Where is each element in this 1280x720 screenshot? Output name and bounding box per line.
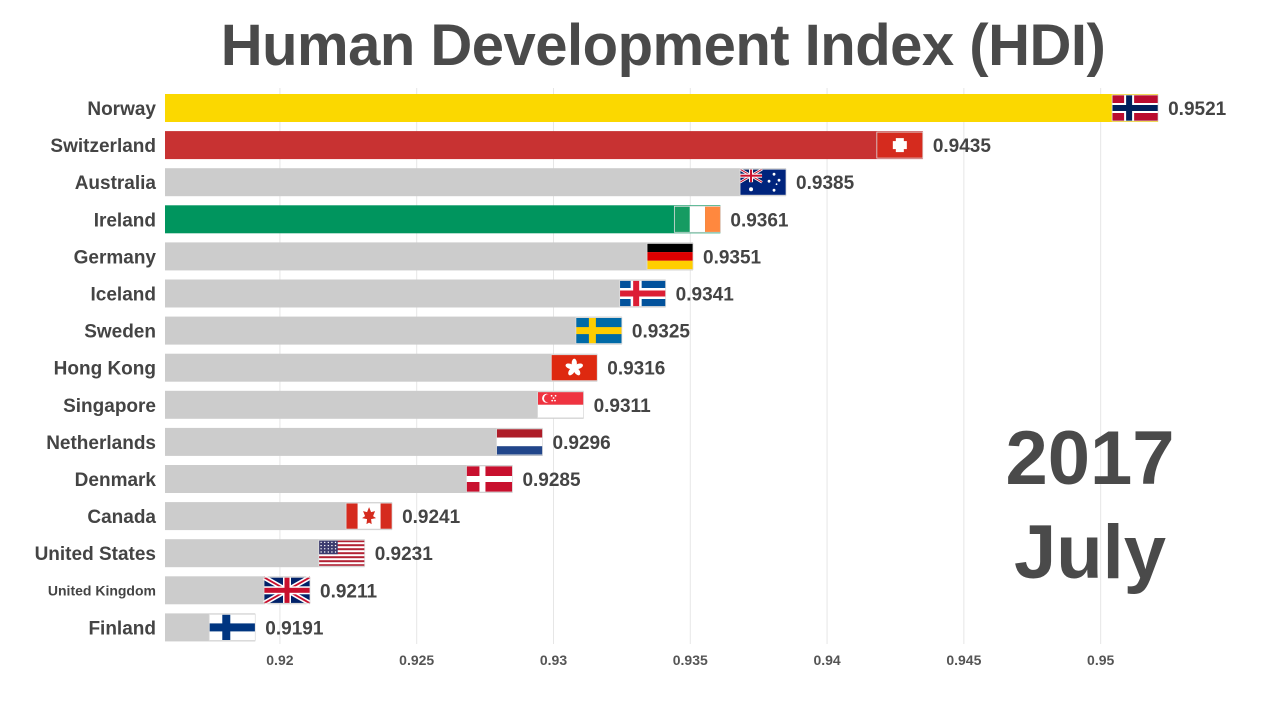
category-label: Finland <box>88 618 156 639</box>
bar <box>165 353 598 382</box>
united-states-flag-icon <box>318 539 366 567</box>
bar <box>165 427 543 456</box>
australia-flag-icon <box>739 168 787 196</box>
norway-flag-icon <box>1111 94 1159 122</box>
value-label: 0.9325 <box>632 322 691 343</box>
date-display: 2017 July <box>960 412 1220 600</box>
switzerland-flag-icon <box>876 131 924 159</box>
bar <box>165 94 1159 122</box>
bar <box>165 465 513 493</box>
category-label: Norway <box>87 99 156 120</box>
category-label: Denmark <box>75 470 157 491</box>
value-label: 0.9241 <box>402 507 461 528</box>
bar <box>165 131 923 160</box>
ireland-flag-icon <box>673 205 721 233</box>
bar <box>165 316 622 345</box>
category-label: Germany <box>74 247 157 268</box>
value-label: 0.9311 <box>594 396 651 417</box>
x-tick-label: 0.925 <box>399 652 434 668</box>
value-label: 0.9231 <box>375 544 434 565</box>
value-label: 0.9316 <box>607 359 665 380</box>
finland-flag-icon <box>208 614 256 641</box>
category-label: United Kingdom <box>48 582 156 598</box>
canada-flag-icon <box>345 502 393 530</box>
bar <box>165 390 584 419</box>
singapore-flag-icon <box>537 391 584 419</box>
value-labels: 0.9521 0.9435 0.9385 0.9361 0.9351 0.9341 0.93… <box>265 99 1226 639</box>
x-tick-label: 0.93 <box>540 652 567 668</box>
category-labels: Norway Switzerland Australia Ireland Germany… <box>35 99 157 639</box>
category-label: Singapore <box>63 396 156 417</box>
category-label: Iceland <box>91 285 156 306</box>
x-tick-label: 0.95 <box>1087 652 1114 668</box>
value-label: 0.9435 <box>933 136 992 157</box>
bar <box>165 279 666 308</box>
bars <box>165 94 1159 642</box>
x-tick-label: 0.945 <box>946 652 981 668</box>
category-label: Switzerland <box>50 136 156 157</box>
value-label: 0.9351 <box>703 247 762 268</box>
value-label: 0.9385 <box>796 173 855 194</box>
sweden-flag-icon <box>575 317 623 345</box>
hong-kong-flag-icon <box>550 354 598 382</box>
category-label: Ireland <box>94 210 156 231</box>
value-label: 0.9296 <box>553 433 611 454</box>
united-kingdom-flag-icon <box>262 575 312 606</box>
value-label: 0.9521 <box>1168 99 1227 120</box>
category-label: United States <box>35 544 156 565</box>
date-month: July <box>1013 510 1167 595</box>
bar <box>165 168 787 197</box>
x-tick-label: 0.94 <box>813 652 840 668</box>
category-label: Netherlands <box>46 433 156 454</box>
bar <box>165 242 694 271</box>
x-tick-label: 0.935 <box>673 652 708 668</box>
x-axis-ticks: 0.92 0.925 0.93 0.935 0.94 0.945 0.95 <box>266 652 1114 668</box>
category-label: Canada <box>87 507 156 528</box>
value-label: 0.9285 <box>522 470 581 491</box>
bar <box>165 205 721 234</box>
category-label: Australia <box>75 173 157 194</box>
value-label: 0.9341 <box>676 285 735 306</box>
category-label: Hong Kong <box>54 359 156 380</box>
date-year: 2017 <box>1005 416 1175 501</box>
chart-title: Human Development Index (HDI) <box>220 13 1106 78</box>
value-label: 0.9191 <box>265 618 324 639</box>
value-label: 0.9361 <box>730 210 789 231</box>
x-tick-label: 0.92 <box>266 652 293 668</box>
netherlands-flag-icon <box>496 428 543 456</box>
flags <box>208 94 1159 641</box>
category-label: Sweden <box>84 322 156 343</box>
germany-flag-icon <box>646 242 694 270</box>
value-label: 0.9211 <box>320 581 377 602</box>
denmark-flag-icon <box>466 465 513 493</box>
iceland-flag-icon <box>619 280 667 307</box>
